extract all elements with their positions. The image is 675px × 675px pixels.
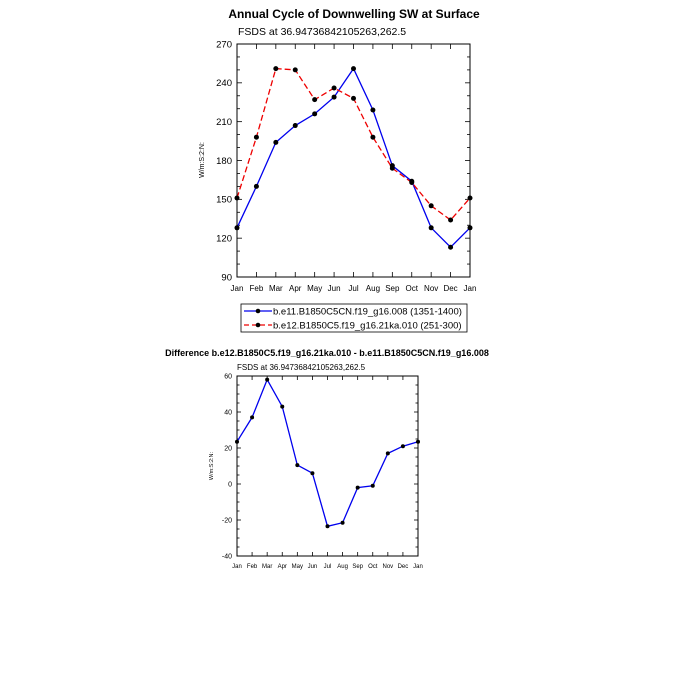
chart-2-y-axis-label: W/m:S:2:N:	[209, 451, 215, 480]
legend-marker-series-1	[255, 308, 261, 314]
chart-1-series-1-point	[234, 225, 240, 231]
chart-1-x-tick-label-aug: Aug	[366, 284, 380, 293]
chart-2-x-tick-label-sep: Sep	[352, 564, 363, 570]
chart-1-x-tick-label-dec: Dec	[443, 284, 457, 293]
chart-1: Annual Cycle of Downwelling SW at Surfac…	[199, 7, 480, 333]
chart-2-x-tick-label-dec: Dec	[398, 564, 409, 570]
chart-1-series-2-point	[312, 97, 318, 103]
chart-1-x-tick-label-jan: Jan	[464, 284, 477, 293]
chart-2-series-1-point	[385, 451, 390, 456]
chart-1-series-2-point	[409, 180, 415, 186]
chart-2-plot-frame	[236, 375, 419, 557]
chart-1-x-tick-label-feb: Feb	[250, 284, 264, 293]
chart-1-x-tick-label-apr: Apr	[289, 284, 302, 293]
chart-2-x-tick-label-apr: Apr	[278, 564, 287, 570]
chart-2-series-1-point	[355, 485, 360, 490]
chart-1-legend: b.e11.B1850C5CN.f19_g16.008 (1351-1400) …	[240, 303, 468, 333]
chart-2-x-tick-label-jul: Jul	[324, 564, 332, 570]
chart-2-y-tick-label: 40	[224, 409, 232, 416]
chart-2-series-1-line	[236, 378, 419, 528]
chart-1-series-1-point	[467, 225, 473, 231]
chart-2-series-1-point	[250, 415, 255, 420]
chart-2-y-tick-label: -40	[222, 553, 232, 560]
chart-1-x-tick-label-jul: Jul	[348, 284, 358, 293]
chart-1-x-tick-label-jan: Jan	[231, 284, 244, 293]
chart-2-series-1-point	[310, 471, 315, 476]
chart-1-series-1-line	[236, 67, 471, 249]
chart-1-y-tick-label: 180	[216, 156, 232, 167]
chart-1-series-2-point	[370, 134, 376, 140]
chart-1-y-tick-label: 150	[216, 195, 232, 206]
chart-2-x-tick-label-oct: Oct	[368, 564, 378, 570]
chart-1-series-1-point	[428, 225, 434, 231]
chart-2-series-1-point	[325, 524, 330, 529]
chart-1-series-2-point	[428, 203, 434, 209]
chart-2-x-tick-label-jan: Jan	[232, 564, 242, 570]
chart-1-y-tick-label: 120	[216, 233, 232, 244]
chart-2-series-1-point	[295, 463, 300, 468]
chart-1-series-2-point	[389, 165, 395, 171]
chart-1-x-tick-label-mar: Mar	[269, 284, 283, 293]
chart-1-series-1-point	[292, 123, 298, 129]
chart-1-series-1-point	[253, 183, 259, 189]
chart-2-series-1-point	[370, 483, 375, 488]
chart-1-y-tick-label: 90	[221, 272, 232, 283]
chart-1-subtitle: FSDS at 36.94736842105263,262.5	[238, 26, 406, 38]
chart-2-series-1-point	[265, 377, 270, 382]
chart-1-y-axis-label: W/m:S:2:N:	[199, 142, 206, 178]
chart-1-series-2-point	[253, 134, 259, 140]
chart-2-series-1-point	[235, 439, 239, 444]
chart-1-x-tick-label-oct: Oct	[406, 284, 419, 293]
chart-2-series-1-point	[340, 520, 345, 525]
chart-1-title: Annual Cycle of Downwelling SW at Surfac…	[228, 7, 480, 21]
chart-2-series-1-point	[400, 444, 405, 449]
chart-1-series-2-point	[467, 195, 473, 201]
chart-1-series-1-point	[370, 107, 376, 113]
chart-2-series-1-point	[280, 404, 285, 409]
chart-2-y-tick-label: 60	[224, 373, 232, 380]
chart-1-series-1-point	[331, 94, 337, 100]
chart-1-y-tick-label: 240	[216, 78, 232, 89]
chart-1-series-2-point	[234, 195, 240, 201]
legend-marker-series-2	[255, 322, 261, 328]
chart-2-subtitle: FSDS at 36.94736842105263,262.5	[237, 363, 366, 372]
chart-2-y-tick-label: 0	[228, 481, 232, 488]
chart-1-series-2-point	[273, 66, 279, 72]
chart-2-x-tick-label-jan: Jan	[413, 564, 423, 570]
chart-2: Difference b.e12.B1850C5.f19_g16.21ka.01…	[165, 348, 489, 570]
chart-1-series-2-point	[292, 67, 298, 73]
chart-1-x-tick-label-may: May	[307, 284, 322, 293]
chart-2-title: Difference b.e12.B1850C5.f19_g16.21ka.01…	[165, 348, 489, 358]
chart-1-series-2-line	[236, 67, 471, 221]
chart-1-series-2-point	[331, 85, 337, 91]
chart-1-series-2-point	[351, 95, 356, 101]
chart-2-x-tick-label-mar: Mar	[262, 564, 272, 570]
chart-1-series-1-point	[273, 139, 279, 145]
legend-label-series-1: b.e11.B1850C5CN.f19_g16.008 (1351-1400)	[273, 307, 462, 318]
chart-1-x-tick-label-sep: Sep	[385, 284, 400, 293]
chart-1-x-tick-label-jun: Jun	[328, 284, 341, 293]
chart-1-y-tick-label: 210	[216, 117, 232, 128]
chart-1-series-2-point	[448, 217, 454, 223]
chart-2-x-tick-label-may: May	[292, 564, 303, 570]
chart-2-x-tick-label-jun: Jun	[308, 564, 318, 570]
chart-2-y-tick-label: 20	[224, 445, 232, 452]
chart-1-series-1-point	[351, 66, 356, 72]
chart-2-series-1-point	[416, 439, 420, 444]
legend-label-series-2: b.e12.B1850C5.f19_g16.21ka.010 (251-300)	[273, 321, 462, 332]
chart-1-y-tick-label: 270	[216, 39, 232, 50]
chart-1-plot-frame	[236, 43, 471, 278]
chart-1-x-tick-label-nov: Nov	[424, 284, 438, 293]
chart-2-y-tick-label: -20	[222, 517, 232, 524]
chart-2-x-tick-label-aug: Aug	[337, 564, 348, 570]
chart-2-x-tick-label-nov: Nov	[382, 564, 393, 570]
legend-box	[240, 303, 468, 333]
chart-1-series-1-point	[312, 111, 318, 117]
chart-2-x-tick-label-feb: Feb	[247, 564, 258, 570]
chart-1-series-1-point	[448, 244, 454, 250]
